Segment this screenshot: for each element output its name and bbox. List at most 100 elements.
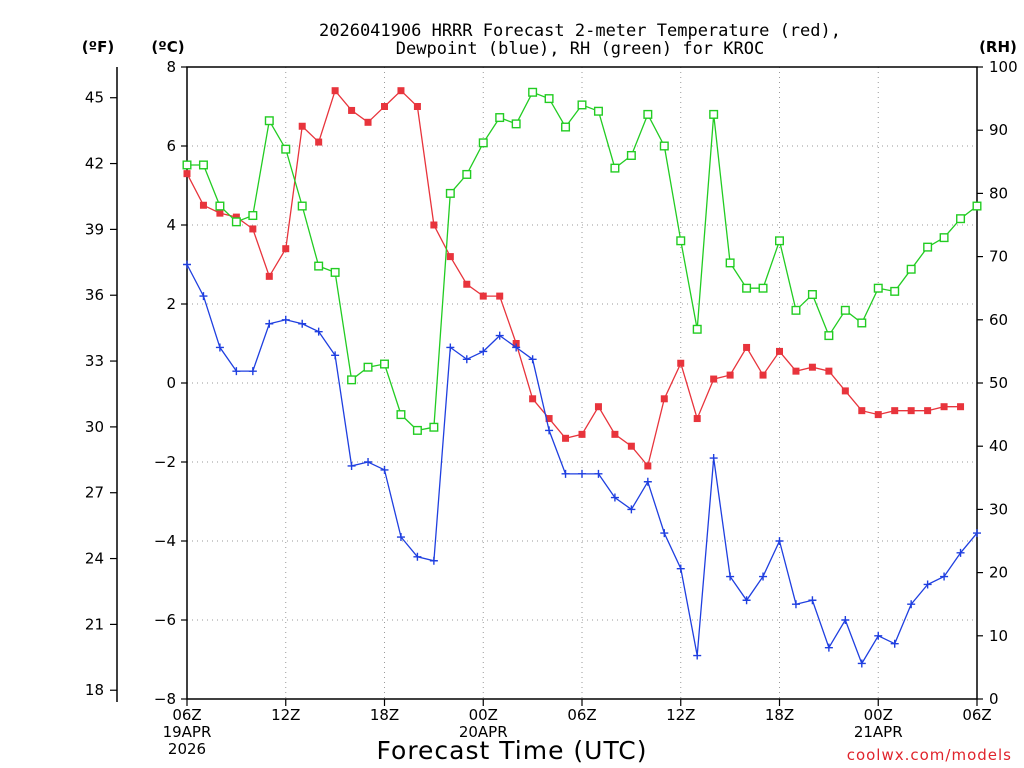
dewpoint-point — [446, 343, 455, 352]
temperature-point — [858, 407, 866, 415]
rh-point — [840, 305, 850, 315]
temperature-series — [183, 87, 965, 470]
dewpoint-point — [281, 315, 290, 324]
x-tick-label: 00Z — [864, 706, 893, 724]
grid-lines — [187, 67, 977, 699]
celsius-tick-label: −4 — [154, 532, 176, 550]
temperature-point — [446, 253, 454, 261]
dewpoint-point — [907, 600, 916, 609]
dewpoint-point — [742, 596, 751, 605]
chart-title: 2026041906 HRRR Forecast 2-meter Tempera… — [319, 21, 841, 59]
temperature-point — [331, 87, 339, 95]
temperature-point — [413, 103, 421, 110]
temperature-point — [199, 201, 207, 209]
dewpoint-point — [973, 529, 981, 538]
dewpoint-point — [380, 465, 389, 474]
temperature-point — [282, 245, 290, 253]
temperature-point — [183, 170, 191, 178]
x-tick-label: 2026 — [168, 740, 206, 758]
celsius-tick-label: 4 — [166, 216, 176, 234]
dewpoint-point — [215, 343, 224, 352]
dewpoint-point — [429, 556, 438, 565]
celsius-tick-label: 6 — [166, 137, 176, 155]
dewpoint-point — [709, 454, 718, 463]
dewpoint-point — [512, 343, 521, 352]
dewpoint-point — [643, 477, 652, 486]
rh-point — [857, 318, 867, 328]
credit-text: coolwx.com/models — [847, 746, 1012, 764]
temperature-point — [891, 407, 899, 415]
x-tick-label: 18Z — [370, 706, 399, 724]
series-layer — [182, 87, 982, 668]
temperature-point — [594, 403, 602, 411]
dewpoint-point — [890, 639, 899, 648]
rh-point — [528, 87, 538, 97]
dewpoint-point — [528, 355, 537, 364]
temperature-point — [463, 280, 471, 288]
x-tick-label: 18Z — [765, 706, 794, 724]
temperature-point — [726, 371, 734, 379]
x-tick-label: 20APR — [459, 723, 508, 741]
rh-tick-label: 30 — [989, 500, 1008, 518]
dewpoint-point — [824, 643, 833, 652]
rh-point — [264, 116, 274, 126]
x-axis-title: Forecast Time (UTC) — [377, 736, 648, 765]
rh-point — [742, 283, 752, 293]
dewpoint-point — [232, 367, 241, 376]
rh-point — [610, 163, 620, 173]
dewpoint-point — [841, 616, 850, 624]
temperature-point — [743, 343, 751, 351]
x-tick-label: 12Z — [271, 706, 300, 724]
rh-point — [511, 119, 521, 129]
fahrenheit-tick-label: 24 — [85, 550, 104, 568]
x-tick-label: 06Z — [172, 706, 201, 724]
fahrenheit-tick-label: 18 — [85, 681, 104, 699]
rh-tick-label: 40 — [989, 437, 1008, 455]
rh-point — [758, 283, 768, 293]
rh-point — [824, 331, 834, 341]
rh-point — [231, 217, 241, 227]
rh-point — [692, 324, 702, 334]
temperature-point — [957, 403, 965, 411]
temperature-point — [940, 403, 948, 411]
rh-point — [347, 375, 357, 385]
dewpoint-point — [248, 367, 257, 376]
dewpoint-point — [693, 651, 702, 660]
rh-line — [187, 91, 978, 432]
dewpoint-point — [956, 548, 965, 557]
x-tick-label: 06Z — [962, 706, 991, 724]
x-tick-label: 00Z — [469, 706, 498, 724]
dewpoint-point — [331, 351, 340, 360]
temperature-point — [578, 430, 586, 438]
dewpoint-series — [183, 260, 981, 668]
temperature-point — [825, 367, 833, 375]
temperature-point — [496, 292, 504, 300]
rh-point — [363, 362, 373, 372]
temperature-point — [660, 395, 668, 403]
x-tick-label: 06Z — [567, 706, 596, 724]
temperature-point — [315, 138, 323, 146]
rh-point — [593, 106, 603, 116]
fahrenheit-unit-label: (ºF) — [82, 38, 114, 56]
rh-point — [445, 188, 455, 198]
rh-point — [396, 410, 406, 420]
rh-point — [643, 109, 653, 119]
temperature-point — [841, 387, 849, 395]
temperature-point — [545, 415, 553, 423]
dewpoint-point — [578, 469, 586, 478]
dewpoint-point — [610, 493, 619, 502]
rh-tick-label: 100 — [989, 58, 1018, 76]
rh-tick-label: 20 — [989, 564, 1008, 582]
celsius-unit-label: (ºC) — [151, 38, 184, 56]
temperature-point — [232, 213, 240, 221]
dewpoint-point — [594, 469, 603, 478]
chart-title-line2: Dewpoint (blue), RH (green) for KROC — [396, 39, 764, 59]
rh-point — [791, 305, 801, 315]
rh-point — [412, 425, 422, 435]
rh-point — [972, 201, 982, 211]
rh-unit-label: (RH) — [979, 38, 1017, 56]
dewpoint-point — [791, 600, 800, 609]
rh-point — [544, 94, 554, 104]
fahrenheit-tick-label: 27 — [85, 484, 104, 502]
